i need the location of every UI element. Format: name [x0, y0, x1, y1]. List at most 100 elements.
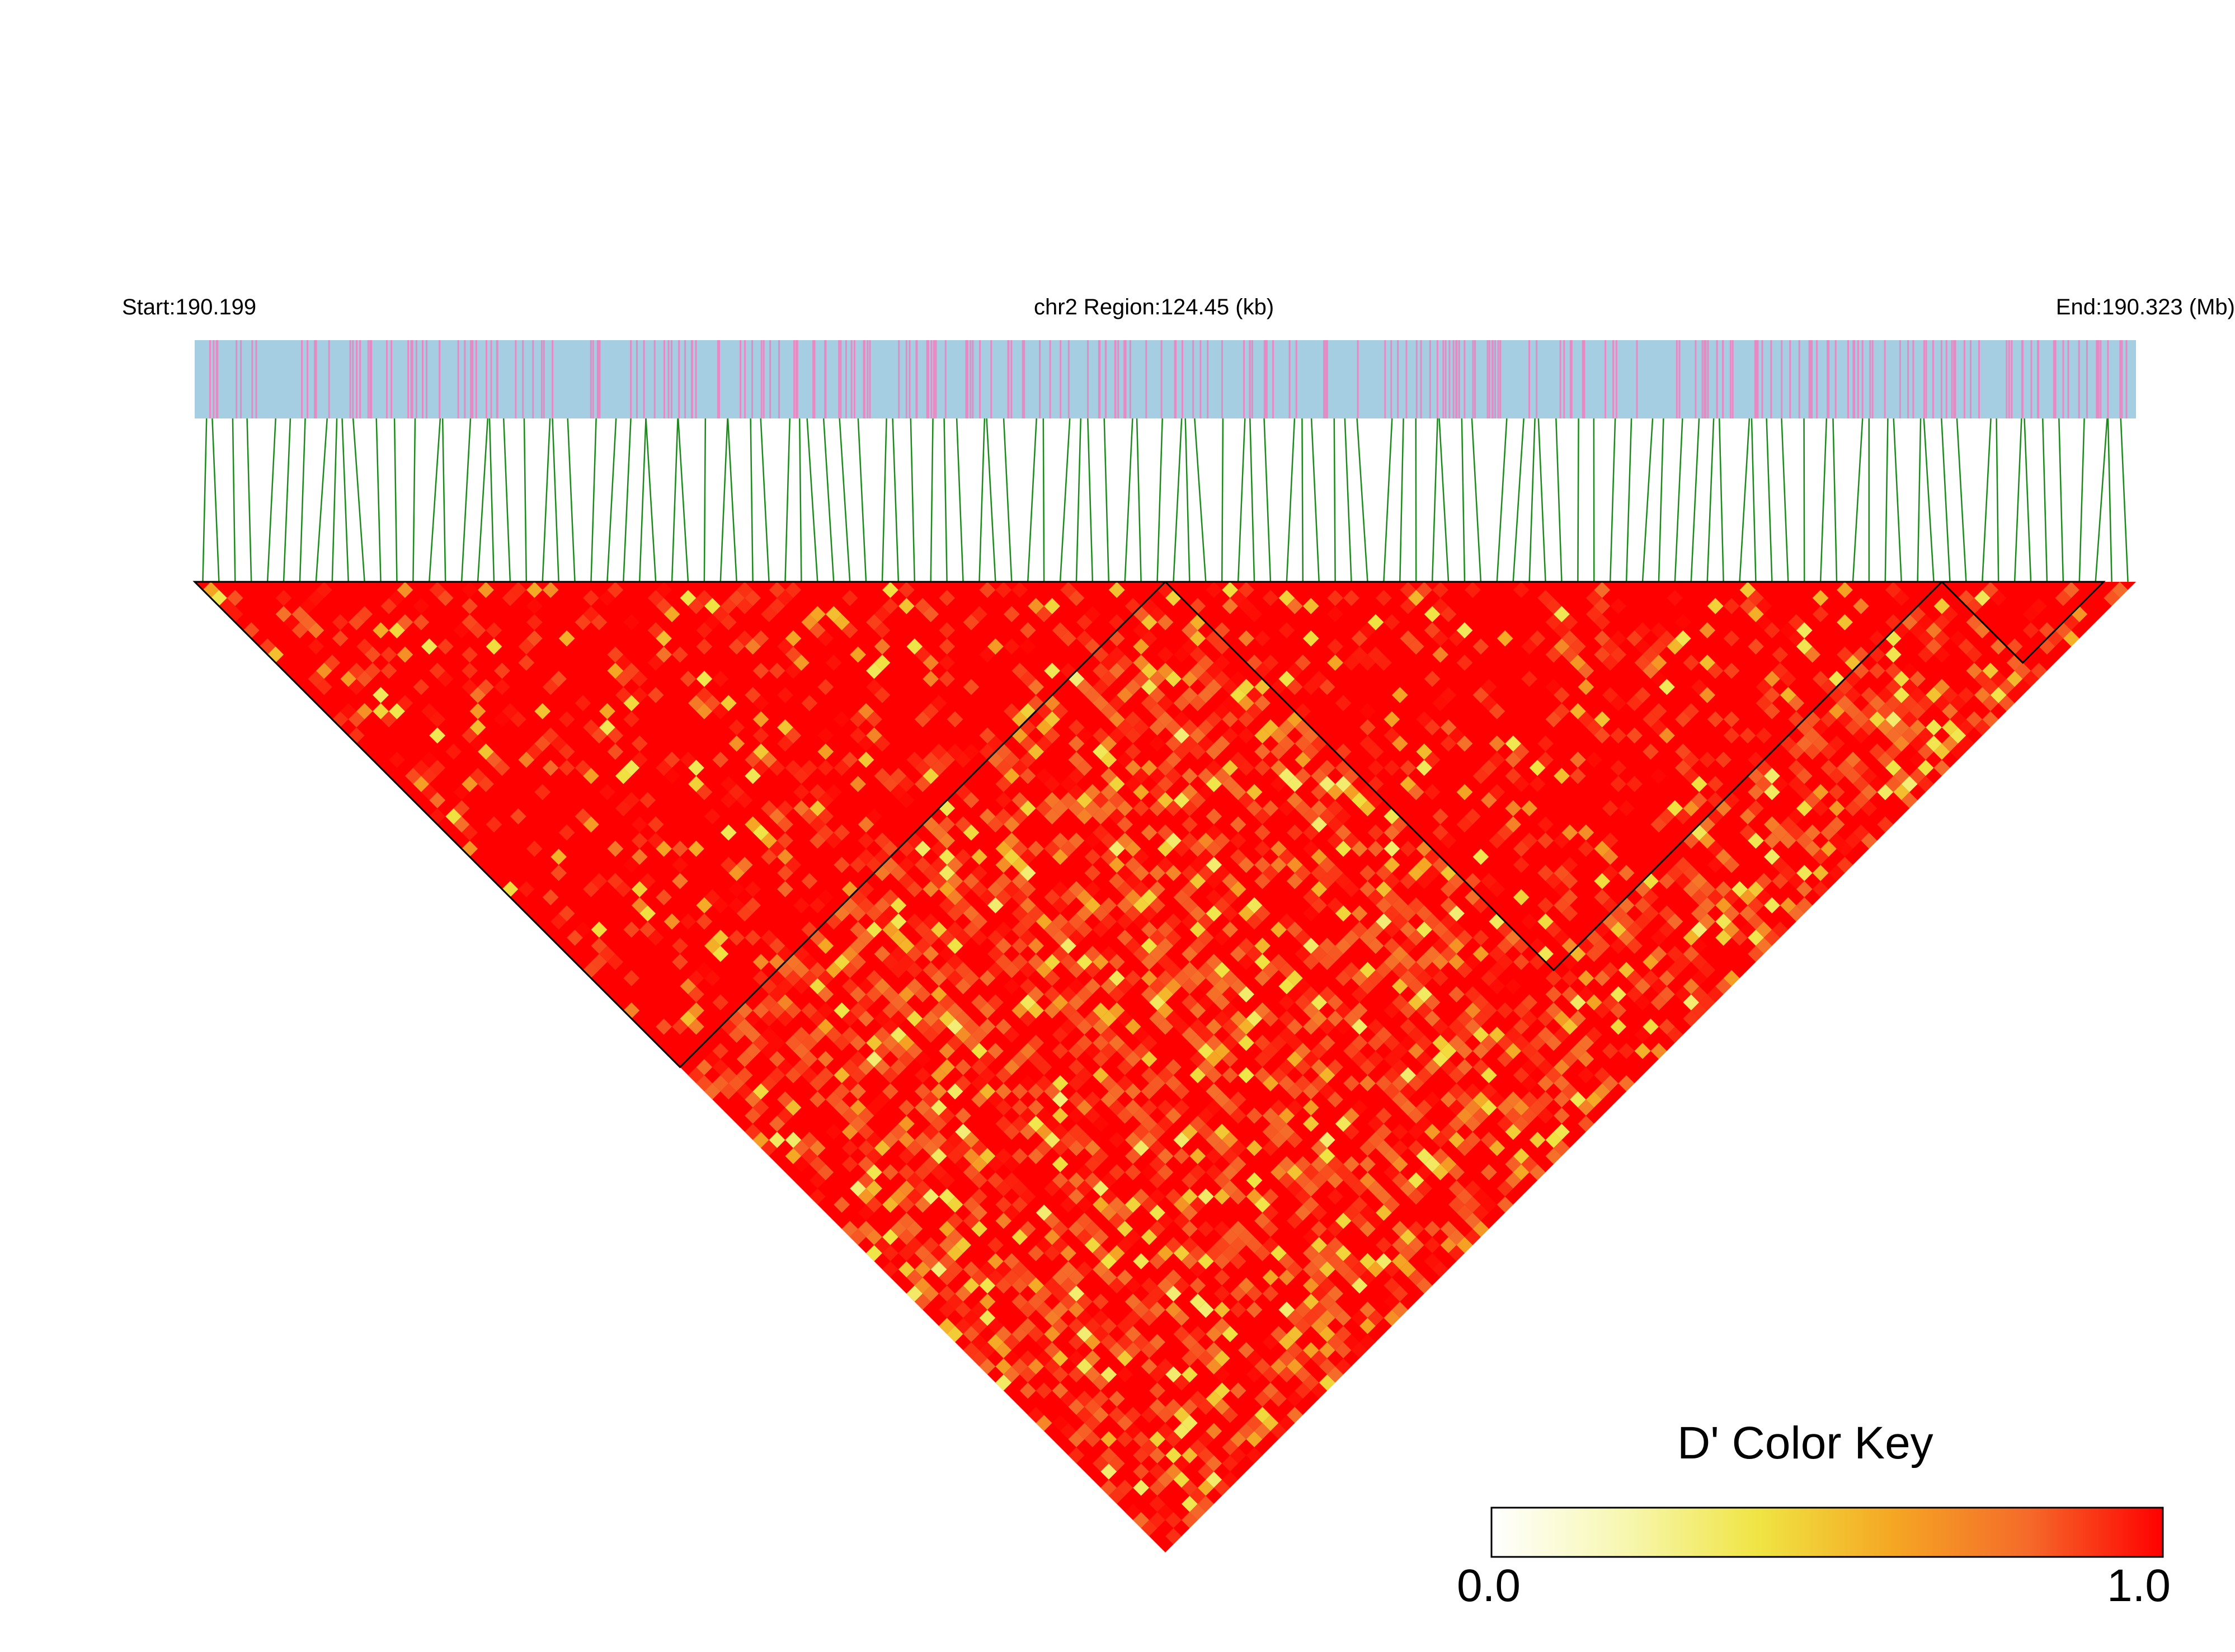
ld-cell — [1885, 776, 1902, 792]
ld-cell — [1367, 1034, 1384, 1051]
ld-cell — [1311, 1059, 1328, 1075]
ld-cell — [1076, 1212, 1093, 1229]
ld-cell — [1578, 679, 1594, 695]
ld-cell — [1052, 897, 1069, 914]
ld-cell — [615, 671, 632, 687]
ld-cell — [850, 1034, 867, 1051]
ld-cell — [373, 703, 389, 719]
ld-cell — [1335, 1212, 1352, 1229]
ld-cell — [1958, 719, 1974, 736]
ld-cell — [1489, 881, 1505, 897]
ld-cell — [1480, 1067, 1497, 1084]
ld-cell — [1327, 1366, 1344, 1383]
ld-cell — [1877, 686, 1894, 703]
ld-cell — [777, 800, 793, 817]
ld-cell — [1319, 1261, 1335, 1278]
ld-cell — [1869, 695, 1885, 712]
ld-cell — [1400, 1261, 1417, 1278]
ld-cell — [1335, 905, 1352, 922]
ld-cell — [389, 622, 405, 639]
ld-cell — [1262, 1107, 1279, 1124]
ld-cell — [1044, 662, 1061, 679]
ld-cell — [1028, 1099, 1044, 1116]
ld-cell — [906, 751, 923, 768]
ld-cell — [1812, 735, 1829, 752]
ld-cell — [1917, 760, 1934, 776]
ld-cell — [1108, 856, 1125, 873]
ld-cell — [1933, 614, 1950, 630]
ld-cell — [1554, 1010, 1570, 1027]
ld-cell — [971, 849, 987, 865]
ld-cell — [1124, 1406, 1141, 1423]
ld-cell — [1117, 1431, 1133, 1448]
ld-cell — [769, 840, 785, 857]
ld-cell — [1084, 1221, 1101, 1237]
ld-cell — [1359, 1253, 1376, 1269]
ld-cell — [1351, 1277, 1368, 1294]
ld-cell — [1837, 695, 1853, 712]
ld-cell — [1213, 768, 1230, 784]
ld-cell — [1068, 962, 1085, 978]
ld-cell — [1391, 1253, 1408, 1269]
ld-cell — [1197, 1043, 1214, 1060]
ld-cell — [1068, 994, 1085, 1011]
ld-cell — [1222, 1229, 1239, 1245]
ld-cell — [890, 1010, 907, 1027]
ld-cell — [518, 881, 535, 897]
ld-cell — [1189, 840, 1206, 857]
snp-connector — [429, 418, 441, 582]
ld-cell — [947, 1229, 963, 1245]
ld-cell — [1707, 597, 1724, 614]
ld-cell — [1060, 1245, 1076, 1262]
ld-cell — [987, 816, 1004, 833]
ld-cell — [1367, 824, 1384, 841]
ld-cell — [1804, 824, 1821, 841]
ld-cell — [1141, 938, 1158, 954]
ld-cell — [858, 929, 874, 946]
ld-cell — [923, 1285, 939, 1302]
ld-cell — [1238, 792, 1255, 808]
ld-cell — [1108, 873, 1125, 889]
ld-cell — [1715, 978, 1732, 995]
ld-cell — [745, 1107, 761, 1124]
snp-connector — [1184, 418, 1191, 582]
ld-cell — [1748, 913, 1764, 930]
ld-cell — [882, 1132, 898, 1149]
ld-cell — [2015, 662, 2031, 679]
ld-cell — [1157, 695, 1174, 712]
ld-heatmap-cells — [203, 582, 2128, 1545]
ld-cell — [1610, 921, 1627, 938]
ld-cell — [1157, 986, 1174, 1003]
ld-cell — [1569, 768, 1586, 784]
ld-cell — [1391, 1075, 1408, 1091]
ld-cell — [939, 751, 956, 768]
snp-connector — [1249, 418, 1255, 582]
ld-cell — [1100, 1172, 1117, 1189]
ld-cell — [1044, 986, 1061, 1003]
ld-cell — [1295, 1350, 1311, 1367]
ld-cell — [1464, 1099, 1481, 1116]
ld-cell — [1545, 986, 1562, 1003]
snp-connector — [211, 418, 220, 582]
ld-cell — [1117, 1366, 1133, 1383]
ld-cell — [1699, 994, 1716, 1011]
ld-cell — [1699, 897, 1716, 914]
ld-cell — [1286, 986, 1303, 1003]
ld-cell — [955, 1075, 971, 1091]
ld-cell — [1068, 913, 1085, 930]
ld-cell — [1084, 1140, 1101, 1156]
ld-cell — [1812, 849, 1829, 865]
ld-cell — [1464, 1132, 1481, 1149]
ld-cell — [1335, 1358, 1352, 1375]
ld-cell — [583, 816, 599, 833]
ld-cell — [1084, 945, 1101, 962]
ld-cell — [882, 1245, 898, 1262]
ld-cell — [510, 711, 526, 728]
ld-cell — [1561, 630, 1578, 647]
ld-cell — [1068, 1043, 1085, 1060]
ld-cell — [1926, 735, 1942, 752]
ld-cell — [1707, 840, 1724, 857]
ld-cell — [1084, 800, 1101, 817]
ld-cell — [1124, 711, 1141, 728]
ld-cell — [1052, 1350, 1069, 1367]
